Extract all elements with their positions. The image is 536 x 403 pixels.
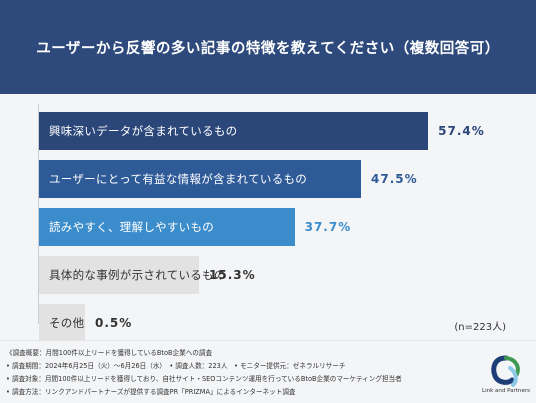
- bar-label-2: ユーザーにとって有益な情報が含まれているもの: [49, 172, 308, 186]
- bar-5: [39, 304, 85, 342]
- survey-note-4: • 調査方法：リンクアンドパートナーズが提供する調査PR「PRIZMA」によるイ…: [6, 388, 296, 396]
- survey-footer: [0, 340, 536, 403]
- company-logo: Link and Partners: [482, 354, 530, 398]
- bar-label-3: 読みやすく、理解しやすいもの: [49, 220, 215, 234]
- bar-2: [39, 160, 362, 198]
- bar-1: [39, 112, 429, 150]
- survey-note-1: 《調査概要：月間100件以上リードを獲得しているBtoB企業への調査: [6, 349, 213, 357]
- bar-value-3: 37.7%: [304, 220, 352, 234]
- bar-value-5: 0.5%: [95, 316, 133, 330]
- bar-value-4: 15.3%: [209, 268, 256, 282]
- bar-4: [39, 256, 199, 294]
- logo-mark-icon: [491, 355, 520, 387]
- chart-title: ユーザーから反響の多い記事の特徴を教えてください（複数回答可）: [36, 40, 500, 57]
- bar-3: [39, 208, 295, 246]
- logo-text: Link and Partners: [482, 388, 530, 394]
- survey-note-3: • 調査対象：月間100件以上リードを獲得しており、自社サイト・SEOコンテンツ…: [6, 375, 402, 383]
- bar-label-4: 具体的な事例が示されているもの: [49, 268, 226, 282]
- survey-note-2: • 調査期間：2024年6月25日（火）〜6月26日（水） • 調査人数：223…: [6, 362, 346, 370]
- bar-label-5: その他: [49, 316, 85, 330]
- bar-value-2: 47.5%: [371, 172, 418, 186]
- bar-value-1: 57.4%: [438, 124, 485, 138]
- axis-line: [38, 104, 39, 324]
- sample-size: (n=223人): [454, 322, 506, 333]
- header-banner: ユーザーから反響の多い記事の特徴を教えてください（複数回答可）: [0, 0, 536, 94]
- bar-label-1: 興味深いデータが含まれているもの: [49, 124, 238, 138]
